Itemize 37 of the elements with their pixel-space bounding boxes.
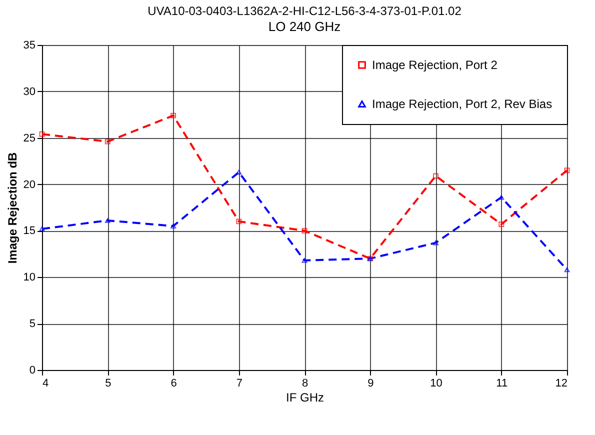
point [498, 194, 504, 200]
x-tick-label: 6 [170, 378, 177, 390]
x-tick-label: 11 [496, 378, 508, 390]
point [302, 258, 308, 263]
x-tick-label: 7 [236, 378, 242, 390]
legend-label: Image Rejection, Port 2, Rev Bias [372, 97, 552, 111]
chart-title: UVA10-03-0403-L1362A-2-HI-C12-L56-3-4-373-01-P.01.02 [148, 4, 462, 18]
x-tick-label: 5 [105, 378, 112, 390]
x-tick-label: 4 [42, 378, 49, 390]
x-tick-label: 9 [368, 378, 374, 390]
point [170, 112, 176, 118]
x-tick-label: 8 [302, 378, 308, 390]
x-tick-label: 12 [555, 378, 568, 390]
point [564, 267, 570, 272]
y-tick-label: 20 [23, 178, 36, 191]
y-tick-label: 35 [23, 40, 36, 52]
point [236, 170, 242, 175]
y-tick-label: 30 [23, 86, 36, 98]
y-tick-label: 10 [23, 272, 36, 284]
y-tick-label: 15 [23, 225, 36, 238]
point [104, 138, 110, 144]
y-axis-title: Image Rejection dB [5, 152, 20, 264]
y-tick-label: 5 [29, 318, 36, 330]
point [236, 218, 242, 224]
point [104, 218, 110, 223]
point [302, 228, 308, 234]
legend-label: Image Rejection, Port 2 [372, 58, 498, 72]
chart-subtitle: LO 240 GHz [268, 19, 341, 34]
y-tick-label: 25 [23, 132, 36, 144]
point [498, 221, 504, 227]
point [433, 173, 438, 179]
point [170, 224, 176, 229]
point [433, 240, 438, 246]
point [564, 168, 570, 174]
x-axis-title: IF GHz [286, 390, 324, 404]
x-tick-label: 10 [430, 378, 442, 390]
y-tick-label: 0 [29, 364, 36, 376]
